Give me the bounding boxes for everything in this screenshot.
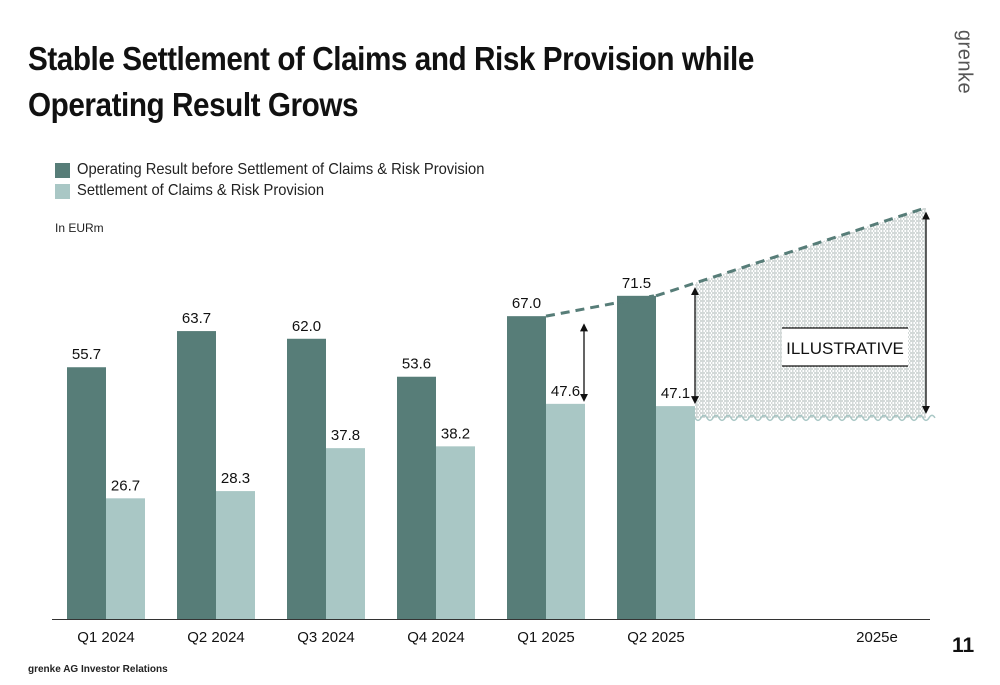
data-label: 55.7 — [72, 346, 101, 363]
data-label: 53.6 — [402, 356, 431, 373]
legend-swatch-operating-result — [55, 162, 70, 178]
data-label: 38.2 — [441, 425, 470, 442]
legend-swatch-settlement — [55, 183, 70, 199]
slide-title: Stable Settlement of Claims and Risk Pro… — [28, 40, 754, 123]
projection-dashed-line — [545, 206, 927, 318]
x-tick-label: Q1 2025 — [517, 629, 575, 646]
x-tick-label: Q3 2024 — [297, 629, 355, 646]
legend-item-operating-result: Operating Result before Settlement of Cl… — [55, 160, 520, 180]
legend-item-settlement: Settlement of Claims & Risk Provision — [55, 181, 520, 201]
data-label: 47.6 — [551, 383, 580, 400]
legend-label-settlement: Settlement of Claims & Risk Provision — [77, 182, 325, 199]
legend-label-operating-result: Operating Result before Settlement of Cl… — [77, 161, 485, 178]
data-label: 26.7 — [111, 477, 140, 494]
data-label: 47.1 — [661, 385, 690, 402]
bar — [326, 448, 365, 619]
bar — [507, 316, 546, 619]
bar — [106, 498, 145, 619]
bar — [656, 406, 695, 619]
page-number: 11 — [952, 634, 975, 657]
bar — [546, 403, 585, 619]
bar — [216, 491, 255, 619]
bar — [287, 338, 326, 619]
x-tick-label: Q2 2025 — [627, 629, 685, 646]
bar — [397, 376, 436, 619]
illustrative-label: ILLUSTRATIVE — [786, 339, 904, 358]
illustrative-box — [782, 328, 908, 366]
unit-label: In EURm — [55, 221, 104, 235]
settlement-wave-line — [694, 414, 936, 422]
data-label: 67.0 — [512, 295, 541, 312]
data-label: 63.7 — [182, 310, 211, 327]
x-tick-label: Q4 2024 — [407, 629, 465, 646]
bar — [436, 446, 475, 619]
x-tick-label: Q1 2024 — [77, 629, 135, 646]
bar — [67, 367, 106, 619]
data-label: 28.3 — [221, 470, 250, 487]
bar — [617, 295, 656, 619]
illustrative-hatched-area — [695, 207, 926, 418]
data-label: 62.0 — [292, 318, 321, 335]
chart-legend: Operating Result before Settlement of Cl… — [55, 160, 520, 202]
footer-text: grenke AG Investor Relations — [28, 664, 168, 675]
bar — [177, 331, 216, 619]
x-tick-label: Q2 2024 — [187, 629, 245, 646]
data-label: 37.8 — [331, 427, 360, 444]
data-label: 71.5 — [622, 275, 651, 292]
x-tick-label: 2025e — [856, 629, 898, 646]
